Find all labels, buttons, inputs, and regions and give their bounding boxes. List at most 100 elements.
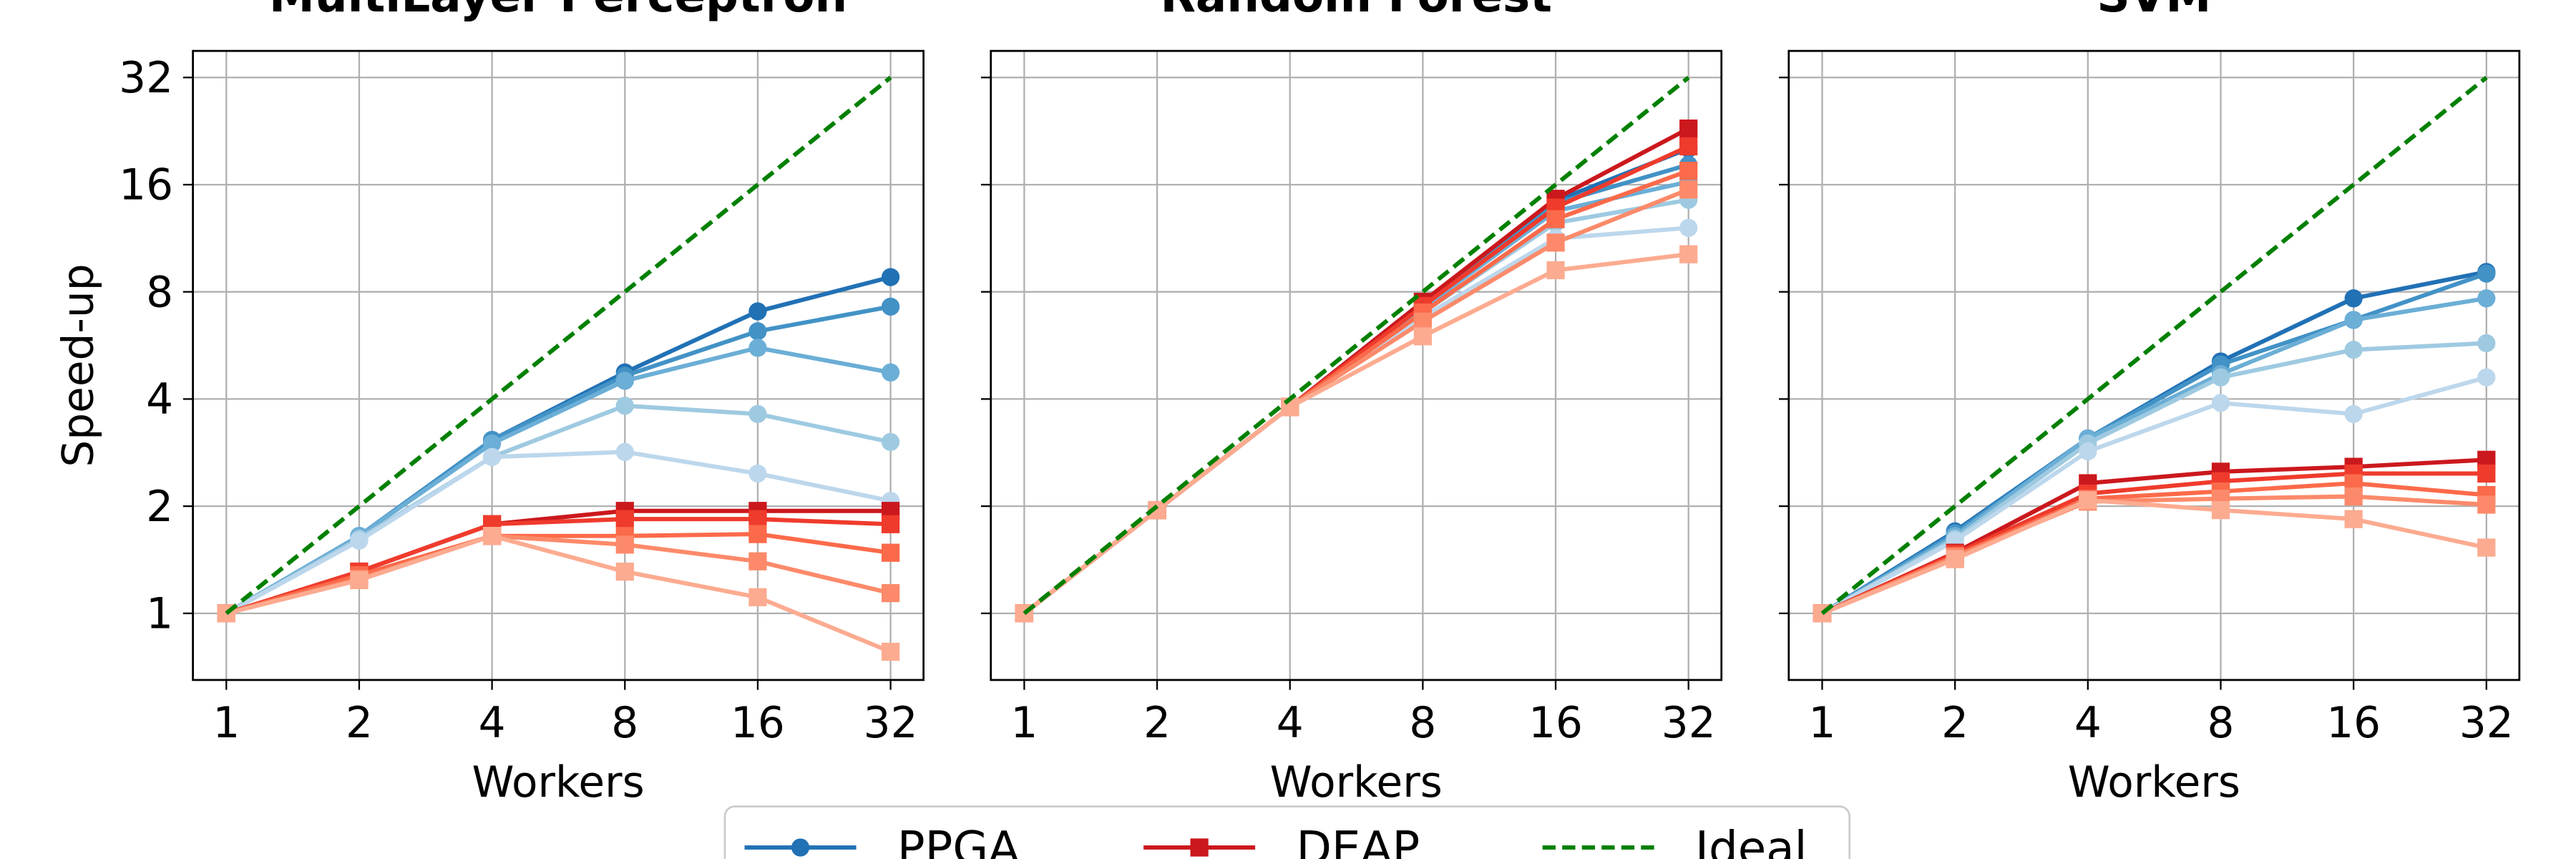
point	[615, 442, 634, 462]
x-axis-label: Workers	[2068, 758, 2240, 807]
series-line	[1023, 252, 1689, 616]
point	[350, 531, 369, 550]
point	[2344, 311, 2363, 329]
point	[748, 464, 767, 483]
series-line	[1023, 225, 1689, 616]
series-line	[1821, 481, 2487, 616]
point	[748, 322, 767, 341]
point	[881, 268, 900, 286]
point	[2344, 510, 2363, 528]
point	[881, 363, 900, 382]
y-tick-label: 4	[146, 375, 173, 424]
legend-label: DEAP	[1296, 822, 1420, 859]
point	[2477, 368, 2496, 387]
point	[2211, 368, 2230, 387]
series-line	[225, 517, 891, 616]
point	[615, 372, 634, 390]
x-tick-label: 4	[479, 699, 506, 748]
y-tick-label: 2	[146, 482, 173, 532]
chart-title: Random Forest	[1160, 0, 1552, 23]
point	[1679, 161, 1698, 180]
point	[2477, 538, 2496, 557]
point	[1413, 327, 1433, 346]
point	[2477, 334, 2496, 353]
point	[2477, 464, 2496, 483]
point	[2344, 341, 2363, 359]
x-tick-label: 8	[611, 699, 638, 748]
plot-panel: 1 2 4 8 16 32 Random Forest Workers	[980, 0, 1723, 807]
point	[881, 515, 900, 533]
series-line	[1023, 75, 1690, 616]
x-tick-label: 2	[1941, 699, 1968, 748]
x-tick-label: 1	[1010, 699, 1038, 748]
legend-label: PPGA	[897, 822, 1020, 859]
series-line	[225, 450, 892, 616]
point	[2344, 289, 2363, 308]
point	[2477, 495, 2496, 514]
series-line	[1820, 269, 2487, 616]
series-line	[225, 275, 892, 616]
point	[748, 552, 767, 571]
point	[1679, 119, 1698, 138]
series-line	[1023, 198, 1689, 616]
chart-title: SVM	[2097, 0, 2211, 23]
chart-title: MultiLayer Perceptron	[269, 0, 847, 23]
series-line	[225, 533, 892, 616]
series-line	[225, 508, 891, 616]
point	[1546, 233, 1565, 252]
legend: PPGA DEAP Ideal	[723, 805, 1851, 859]
point	[748, 404, 767, 423]
point	[615, 535, 634, 554]
point	[615, 562, 634, 581]
point	[1546, 210, 1565, 228]
plot-panel: 1 2 4 8 16 32 1 2 4 8 16 32 MultiLayer Perceptron Wor…	[54, 0, 925, 807]
x-tick-label: 32	[864, 699, 918, 748]
legend-marker	[791, 838, 810, 857]
series-line	[1820, 75, 2488, 616]
y-tick-label: 8	[146, 268, 173, 317]
x-tick-label: 16	[1528, 699, 1583, 748]
point	[350, 571, 369, 590]
y-tick-label: 16	[119, 161, 173, 210]
legend-label: Ideal	[1695, 822, 1807, 859]
plot-panel: 1 2 4 8 16 32 SVM Workers	[1779, 0, 2521, 807]
x-tick-label: 1	[213, 699, 240, 748]
series-line	[1023, 162, 1689, 616]
point	[748, 302, 767, 321]
point	[1679, 218, 1698, 237]
y-axis-label: Speed-up	[54, 263, 104, 467]
point	[1679, 137, 1698, 156]
x-tick-label: 8	[2207, 699, 2235, 748]
plot-frame	[990, 49, 1723, 681]
x-tick-label: 2	[1143, 699, 1171, 748]
point	[2211, 394, 2230, 412]
point	[1679, 245, 1698, 263]
point	[881, 297, 900, 316]
point	[1546, 261, 1565, 280]
y-tick-label: 1	[146, 590, 173, 639]
x-axis-label: Workers	[1270, 758, 1443, 807]
point	[2344, 404, 2363, 423]
plot-frame	[1787, 49, 2521, 681]
point	[1679, 180, 1698, 199]
series-line	[1821, 375, 2487, 616]
point	[748, 588, 767, 606]
point	[2211, 500, 2230, 520]
x-tick-label: 1	[1809, 699, 1836, 748]
point	[881, 543, 900, 562]
point	[2477, 264, 2496, 283]
series-line	[1821, 457, 2487, 616]
point	[2079, 491, 2097, 510]
point	[881, 432, 900, 452]
series-line	[1820, 271, 2487, 616]
x-tick-label: 4	[2074, 699, 2102, 748]
series-line	[225, 532, 892, 616]
point	[483, 434, 502, 453]
point	[748, 525, 767, 543]
series-line	[1023, 188, 1689, 616]
series-line	[1023, 180, 1689, 616]
legend-frame	[723, 805, 1851, 859]
x-tick-label: 8	[1409, 699, 1436, 748]
x-tick-label: 32	[1662, 699, 1716, 748]
point	[1946, 550, 1964, 568]
